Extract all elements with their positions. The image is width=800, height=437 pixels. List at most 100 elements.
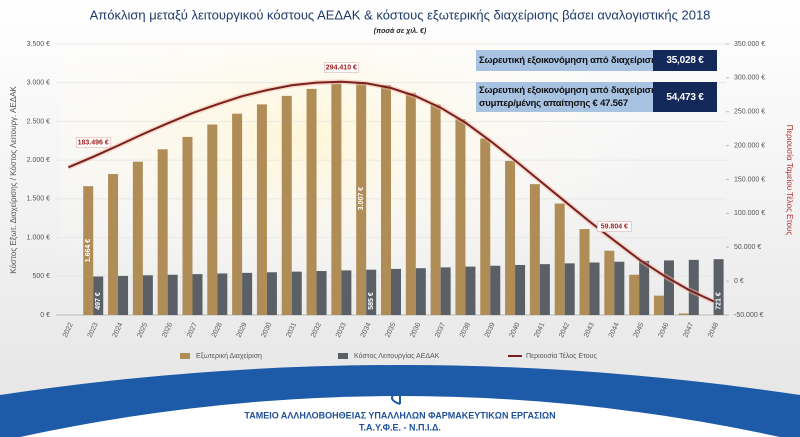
y2-tick-label: 350.000 €: [734, 41, 765, 48]
y2-axis-label: Περιουσία Ταμείου Τέλος Ετους: [785, 125, 794, 236]
bar: [266, 272, 277, 315]
y-tick-label: 500 €: [32, 273, 50, 280]
footer-panel: [20, 396, 780, 437]
annotation-line: Σωρευτική εξοικονόμηση από διαχείριση: [479, 85, 657, 96]
legend-label: Εξωτερική Διαχείριση: [196, 352, 262, 360]
bar: [281, 95, 292, 316]
data-label-box: [324, 62, 359, 73]
y-tick-label: 1.500 €: [27, 196, 50, 203]
annotation-value: 35,028 €: [653, 50, 717, 71]
bar: [515, 264, 526, 315]
y-tick-label: 1.000 €: [27, 234, 50, 241]
bar: [108, 174, 119, 315]
bar: [207, 124, 218, 315]
bar: [118, 275, 129, 315]
bar: [232, 113, 243, 315]
data-label: 59.804 €: [601, 223, 628, 230]
bar: [455, 119, 466, 315]
bar: [415, 268, 426, 315]
annotation-box: Σωρευτική εξοικονόμηση από διαχείριση συμ…: [476, 82, 717, 112]
bar: [564, 263, 575, 315]
bar: [539, 264, 550, 315]
data-label: 497 €: [95, 292, 102, 310]
bar: [529, 184, 540, 315]
data-label: 294.410 €: [326, 65, 357, 72]
bar: [366, 269, 377, 315]
bar: [639, 260, 650, 315]
bar: [291, 271, 302, 315]
bar: [688, 259, 699, 315]
data-label: 585 €: [368, 292, 375, 310]
y-tick-label: 3.000 €: [27, 80, 50, 87]
data-label-box: [597, 221, 632, 232]
y2-tick-label: 0 €: [734, 278, 744, 285]
annotation-text: Σωρευτική εξοικονόμηση από διαχείριση: [476, 50, 657, 71]
annotation-line: συμπερ/μένης απαίτησης € 47.567: [479, 98, 628, 109]
bar: [589, 262, 600, 315]
data-label: 721 €: [715, 292, 722, 310]
bar: [653, 295, 664, 315]
bar: [132, 161, 143, 315]
data-label: 3.007 €: [358, 187, 365, 210]
y-tick-label: 3.500 €: [27, 41, 50, 48]
chart-title: Απόκλιση μεταξύ λειτουργικού κόστους ΑΕΔ…: [90, 7, 711, 22]
bar: [316, 271, 327, 315]
bar: [579, 229, 590, 315]
y2-tick-label: 250.000 €: [734, 109, 765, 116]
bar: [614, 261, 625, 315]
bar: [678, 313, 689, 315]
bar: [167, 274, 178, 315]
bar: [93, 276, 104, 315]
data-label: 183.496 €: [78, 140, 109, 147]
bar: [405, 92, 416, 315]
bar: [182, 136, 193, 315]
legend-swatch: [338, 353, 348, 359]
bar: [713, 259, 724, 315]
bar: [430, 104, 441, 315]
bar: [465, 266, 476, 315]
bar: [192, 274, 203, 315]
y2-tick-label: 300.000 €: [734, 75, 765, 82]
bar: [306, 88, 317, 315]
y2-tick-label: -50.000 €: [734, 312, 764, 319]
footer-line2: Τ.Α.Υ.Φ.Ε. - Ν.Π.Ι.Δ.: [359, 422, 441, 432]
bar: [142, 275, 153, 315]
y2-tick-label: 200.000 €: [734, 142, 765, 149]
data-label: 1.664 €: [85, 239, 92, 262]
bar: [381, 85, 391, 315]
bar: [83, 186, 94, 315]
bar: [242, 272, 253, 315]
y-axis-label: Κόστος Εξωτ. Διαχείρισης / Κόστος Λειτου…: [9, 86, 18, 274]
annotation-value: 54,473 €: [653, 82, 717, 112]
annotation-line: Σωρευτική εξοικονόμηση από διαχείριση: [479, 55, 657, 66]
data-label-group: 294.410 €: [324, 62, 359, 73]
annotation-box: Σωρευτική εξοικονόμηση από διαχείριση 35…: [476, 50, 717, 71]
bar: [554, 203, 565, 315]
bar: [331, 83, 342, 315]
bar: [356, 82, 367, 315]
y2-tick-label: 50.000 €: [734, 244, 761, 251]
y-tick-label: 2.500 €: [27, 118, 50, 125]
chart-subtitle: (ποσά σε χιλ. €): [374, 27, 427, 35]
bar: [391, 268, 401, 315]
legend-swatch: [180, 353, 190, 359]
logo: [381, 372, 419, 405]
line: [68, 80, 715, 303]
y-tick-label: 0 €: [40, 312, 50, 319]
legend-label: Περιουσία Τέλος Ετους: [526, 352, 597, 360]
annotation-text: Σωρευτική εξοικονόμηση από διαχείριση συμ…: [476, 82, 657, 112]
bar: [256, 104, 267, 315]
bar: [440, 267, 451, 315]
bar: [629, 274, 640, 315]
bar: [663, 260, 674, 315]
data-label-box: [75, 137, 111, 149]
bar: [490, 265, 501, 315]
y2-tick-label: 150.000 €: [734, 176, 765, 183]
bar: [505, 160, 516, 315]
bar: [157, 149, 168, 315]
data-label-group: 183.496 €: [75, 137, 111, 149]
bar: [480, 138, 491, 315]
bar: [604, 250, 615, 315]
y2-tick-label: 100.000 €: [734, 210, 765, 217]
